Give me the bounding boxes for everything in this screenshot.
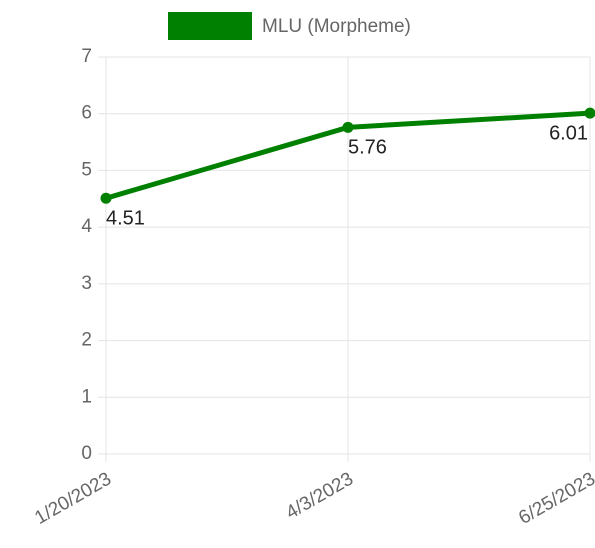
y-tick-label: 4 bbox=[81, 216, 92, 237]
point bbox=[584, 107, 595, 119]
y-tick-label: 1 bbox=[81, 386, 92, 407]
data-label: 6.01 bbox=[549, 122, 588, 144]
legend-label: MLU (Morpheme) bbox=[262, 16, 411, 37]
y-tick-label: 5 bbox=[81, 159, 92, 180]
y-tick-label: 2 bbox=[81, 330, 92, 351]
y-tick-label: 6 bbox=[81, 103, 92, 124]
x-tick-label: 4/3/2023 bbox=[282, 468, 357, 523]
point bbox=[342, 121, 354, 133]
data-label: 4.51 bbox=[106, 207, 145, 229]
y-tick-label: 7 bbox=[81, 46, 92, 67]
point bbox=[100, 192, 112, 204]
y-tick-label: 3 bbox=[81, 273, 92, 294]
data-label: 5.76 bbox=[348, 137, 387, 159]
x-tick-label: 1/20/2023 bbox=[31, 468, 115, 528]
legend-swatch bbox=[168, 12, 252, 40]
x-tick-label: 6/25/2023 bbox=[515, 468, 595, 528]
y-tick-label: 0 bbox=[81, 443, 92, 464]
